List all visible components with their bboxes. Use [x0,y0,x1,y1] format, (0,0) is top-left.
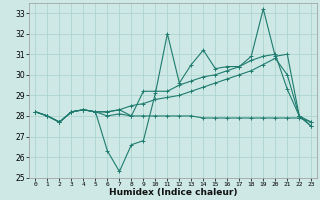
X-axis label: Humidex (Indice chaleur): Humidex (Indice chaleur) [109,188,238,197]
